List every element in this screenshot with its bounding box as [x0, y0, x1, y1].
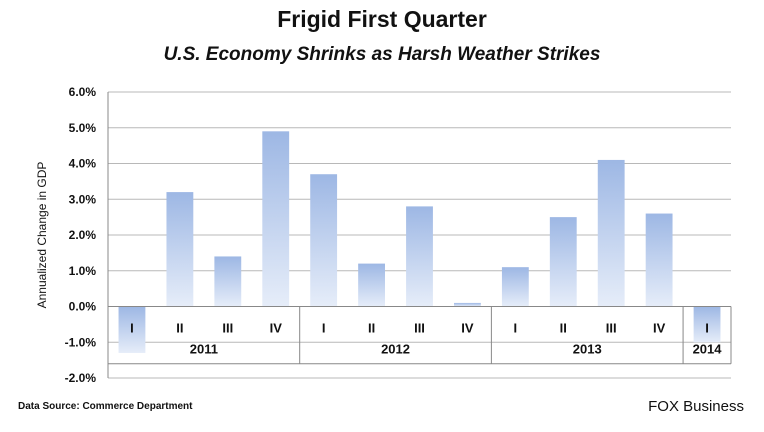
year-group-label: 2014: [693, 342, 723, 357]
category-label: I: [514, 321, 518, 336]
y-tick-label: 3.0%: [69, 192, 97, 206]
bar: [454, 302, 481, 307]
bar: [597, 159, 625, 307]
y-tick-label: 1.0%: [69, 264, 97, 278]
data-source-note: Data Source: Commerce Department: [18, 401, 193, 412]
y-tick-label: 0.0%: [69, 300, 97, 314]
category-label: III: [222, 321, 233, 336]
category-label: IV: [653, 321, 666, 336]
y-tick-label: -1.0%: [65, 335, 97, 349]
category-label: I: [130, 321, 134, 336]
year-group-label: 2013: [573, 342, 602, 357]
y-tick-label: 2.0%: [69, 228, 97, 242]
bar: [310, 174, 338, 307]
category-label: I: [705, 321, 709, 336]
bar: [645, 213, 673, 307]
year-group-label: 2011: [190, 342, 218, 357]
category-label: II: [176, 321, 183, 336]
axes: [107, 92, 732, 378]
bar: [262, 131, 290, 307]
bar: [501, 267, 529, 307]
bar: [406, 206, 433, 307]
category-label: II: [368, 321, 375, 336]
category-label: IV: [461, 321, 474, 336]
category-label: I: [322, 321, 326, 336]
brand-logo-text: FOX Business: [648, 398, 744, 415]
category-label: II: [560, 321, 567, 336]
y-tick-label: 6.0%: [69, 85, 97, 99]
category-label: III: [606, 321, 617, 336]
category-label: III: [414, 321, 425, 336]
year-group-label: 2012: [381, 342, 410, 357]
chart-title: Frigid First Quarter: [277, 6, 487, 32]
labels: -2.0% -1.0% 0.0% 1.0% 2.0% 3.0% 4.0% 5.0% 6.0% An…: [35, 85, 722, 385]
bar: [358, 263, 385, 307]
bar: [693, 306, 721, 343]
y-tick-label: -2.0%: [65, 371, 97, 385]
bars: [118, 131, 721, 353]
category-label: IV: [270, 321, 283, 336]
bar: [118, 306, 146, 353]
bar: [549, 217, 577, 307]
y-axis-title: Annualized Change in GDP: [35, 162, 49, 309]
bar: [166, 192, 194, 307]
bar: [214, 256, 242, 307]
chart-subtitle: U.S. Economy Shrinks as Harsh Weather St…: [163, 44, 601, 65]
y-tick-label: 4.0%: [69, 157, 97, 171]
gridlines: [108, 91, 731, 379]
y-tick-label: 5.0%: [69, 121, 97, 135]
